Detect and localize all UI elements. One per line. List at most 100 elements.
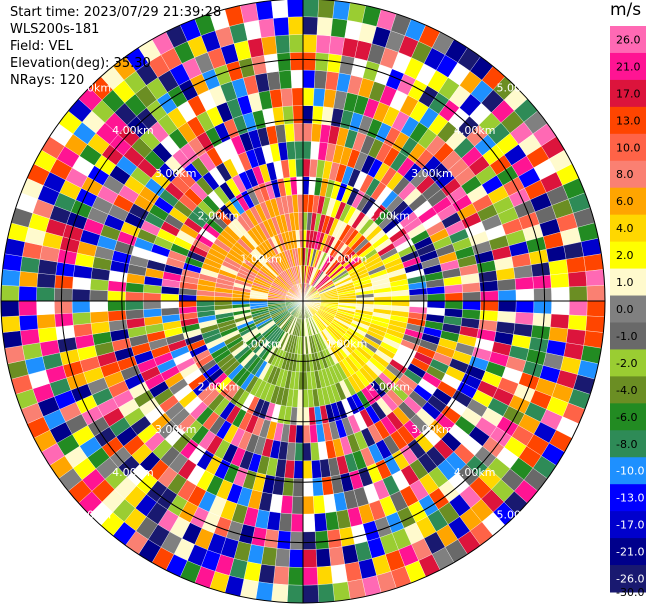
ppi-gate xyxy=(312,477,324,497)
ppi-gate xyxy=(302,531,317,550)
ppi-gate xyxy=(462,300,481,311)
ppi-gate xyxy=(0,285,20,302)
ppi-gate xyxy=(18,285,38,302)
ppi-gate xyxy=(290,69,304,89)
plot-header: Start time: 2023/07/29 21:39:28 WLS200s-… xyxy=(10,4,221,89)
ppi-gate xyxy=(532,312,552,328)
ppi-gate xyxy=(36,300,55,316)
ppi-gate xyxy=(296,176,304,195)
ppi-gate xyxy=(550,313,570,330)
ppi-gate xyxy=(18,314,39,331)
ppi-gates xyxy=(0,0,606,604)
ppi-gate xyxy=(462,291,481,302)
range-ring-label: 5.00km xyxy=(497,81,539,94)
ppi-gate xyxy=(89,278,109,291)
ppi-gate xyxy=(276,52,292,72)
ppi-gate xyxy=(36,286,55,302)
ppi-gate xyxy=(287,16,304,36)
ppi-gate xyxy=(178,300,197,308)
ppi-gate xyxy=(282,105,294,125)
ppi-gate xyxy=(586,300,606,317)
ppi-gate xyxy=(107,310,127,322)
ppi-gate xyxy=(302,495,315,515)
ppi-gate xyxy=(36,272,56,289)
ppi-gate xyxy=(20,256,40,274)
ppi-gate xyxy=(317,583,335,603)
ppi-gate xyxy=(302,158,311,177)
range-ring-label: 3.00km xyxy=(411,167,453,180)
range-ring-label: 5.00km xyxy=(497,509,539,522)
ppi-gate xyxy=(330,564,348,584)
ppi-gate xyxy=(291,495,304,515)
ppi-gate xyxy=(332,0,351,21)
ppi-gate xyxy=(551,286,570,302)
ppi-gate xyxy=(287,0,304,18)
ppi-gate xyxy=(316,16,333,37)
ppi-gate xyxy=(302,87,315,107)
ppi-gate xyxy=(302,176,310,195)
ppi-gate xyxy=(258,18,276,38)
ppi-gate xyxy=(409,294,428,302)
ppi-gate xyxy=(302,584,319,604)
ppi-gate xyxy=(311,459,322,479)
ppi-gate xyxy=(1,315,21,333)
ppi-gate xyxy=(289,531,304,550)
ppi-gate xyxy=(533,287,552,302)
instrument-text: WLS200s-181 xyxy=(10,22,100,37)
ppi-gate xyxy=(313,495,326,515)
ppi-gate xyxy=(89,289,109,302)
ppi-gate xyxy=(317,0,335,19)
ppi-gate xyxy=(89,300,109,313)
ppi-gate xyxy=(142,300,162,310)
ppi-gate xyxy=(302,0,319,18)
range-ring-label: 1.00km xyxy=(240,338,282,351)
ppi-gate xyxy=(292,478,304,497)
ppi-gate xyxy=(479,280,499,292)
ppi-gate xyxy=(302,16,319,36)
ppi-gate xyxy=(302,549,318,568)
ppi-gate xyxy=(278,512,293,532)
ppi-gate xyxy=(302,34,318,53)
ppi-gate xyxy=(293,123,304,142)
ppi-gate xyxy=(302,69,316,89)
range-ring-label: 4.00km xyxy=(454,466,496,479)
ppi-gate xyxy=(288,34,304,53)
ppi-gate xyxy=(271,583,289,603)
ppi-gate xyxy=(298,212,304,231)
ppi-gate xyxy=(274,548,291,568)
ppi-gate xyxy=(497,278,517,291)
range-ring-label: 1.00km xyxy=(326,252,368,265)
ppi-gate xyxy=(427,300,446,309)
ppi-gate xyxy=(296,407,304,426)
ppi-gate xyxy=(566,328,586,346)
ppi-gate xyxy=(20,328,40,346)
ppi-gate xyxy=(302,389,309,408)
ppi-gate xyxy=(280,87,293,107)
ppi-gate xyxy=(107,290,126,302)
ppi-gate xyxy=(568,300,588,317)
elevation-text: Elevation(deg): 35.30 xyxy=(10,56,151,71)
range-ring-label: 1.00km xyxy=(240,252,282,265)
range-ring-label: 4.00km xyxy=(112,124,154,137)
ppi-gate xyxy=(2,330,23,349)
ppi-gate xyxy=(314,530,330,550)
ppi-gate xyxy=(291,87,304,107)
nrays-text: NRays: 120 xyxy=(10,73,85,88)
ppi-gate xyxy=(293,460,304,479)
ppi-gate xyxy=(160,300,179,309)
ppi-gate xyxy=(54,287,73,302)
ppi-gate xyxy=(585,269,605,287)
ppi-gate xyxy=(328,546,345,567)
ppi-gate xyxy=(514,311,534,326)
ppi-gate xyxy=(273,16,290,37)
field-text: Field: VEL xyxy=(10,39,73,54)
ppi-gate xyxy=(142,292,162,302)
ppi-gate xyxy=(427,293,446,302)
ppi-gate xyxy=(37,326,58,343)
ppi-gate xyxy=(391,295,410,302)
ppi-gate xyxy=(255,0,274,21)
ppi-gate xyxy=(36,313,56,330)
ppi-gate xyxy=(178,294,197,302)
ppi-gate xyxy=(214,300,233,306)
ppi-gate xyxy=(313,70,328,90)
